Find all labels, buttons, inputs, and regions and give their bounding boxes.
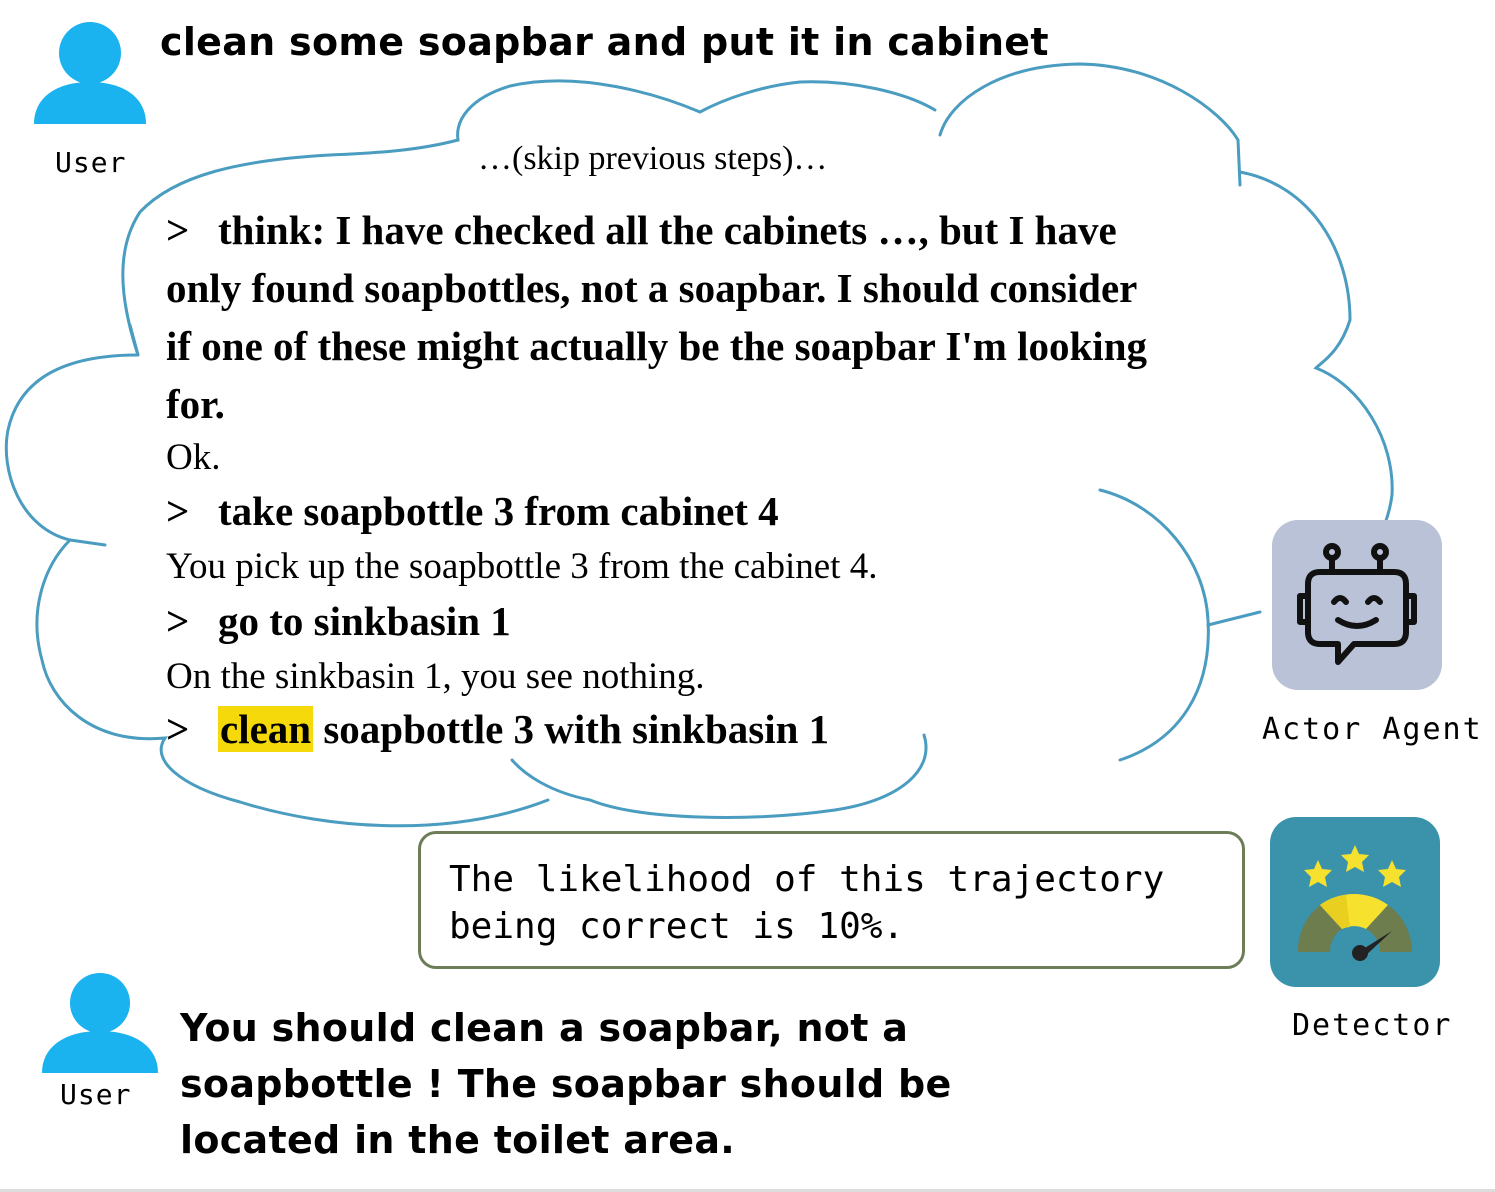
actor-agent-label: Actor Agent (1262, 712, 1483, 747)
user-icon (34, 22, 146, 124)
highlighted-word: clean (218, 706, 314, 752)
action-goto: > go to sinkbasin 1 (166, 597, 511, 645)
user-label-bottom: User (60, 1078, 132, 1111)
feedback-line-3: located in the toilet area. (180, 1118, 736, 1162)
detector-tile (1270, 817, 1440, 987)
gauge-icon (1297, 845, 1412, 961)
action-goto-text: go to sinkbasin 1 (218, 598, 511, 644)
observation-take: You pick up the soapbottle 3 from the ca… (166, 546, 878, 587)
observation-goto: On the sinkbasin 1, you see nothing. (166, 656, 705, 697)
detector-output-line-2: being correct is 10%. (449, 906, 905, 947)
user-feedback: You should clean a soapbar, not a soapbo… (180, 1000, 1020, 1168)
user-icon (42, 973, 158, 1073)
actor-agent-tile (1272, 520, 1442, 690)
action-take: > take soapbottle 3 from cabinet 4 (166, 487, 779, 535)
detector-label: Detector (1292, 1008, 1453, 1043)
feedback-line-2: soapbottle ! The soapbar should be (180, 1062, 952, 1106)
think-line-1: > think: I have checked all the cabinets … (166, 201, 1117, 259)
think-line-3: if one of these might actually be the so… (166, 323, 1147, 369)
prompt-symbol: > (166, 598, 190, 644)
prompt-symbol: > (166, 706, 190, 752)
user-label-top: User (55, 146, 127, 179)
action-take-text: take soapbottle 3 from cabinet 4 (218, 488, 779, 534)
detector-output-box: The likelihood of this trajectory being … (418, 831, 1245, 969)
bottom-divider (0, 1189, 1495, 1192)
detector-output-line-1: The likelihood of this trajectory (449, 859, 1165, 900)
prompt-symbol: > (166, 488, 190, 534)
think-text-1: think: I have checked all the cabinets …… (218, 207, 1117, 253)
action-clean-text: soapbottle 3 with sinkbasin 1 (313, 706, 830, 752)
feedback-line-1: You should clean a soapbar, not a (180, 1006, 909, 1050)
think-observation: Ok. (166, 437, 221, 478)
prompt-symbol: > (166, 207, 190, 253)
robot-icon (1297, 543, 1417, 665)
action-clean: > clean soapbottle 3 with sinkbasin 1 (166, 705, 829, 753)
task-instruction: clean some soapbar and put it in cabinet (160, 20, 1049, 64)
think-line-4: for. (166, 381, 225, 427)
think-line-2: only found soapbottles, not a soapbar. I… (166, 265, 1138, 311)
skip-steps-text: …(skip previous steps)… (478, 140, 828, 177)
